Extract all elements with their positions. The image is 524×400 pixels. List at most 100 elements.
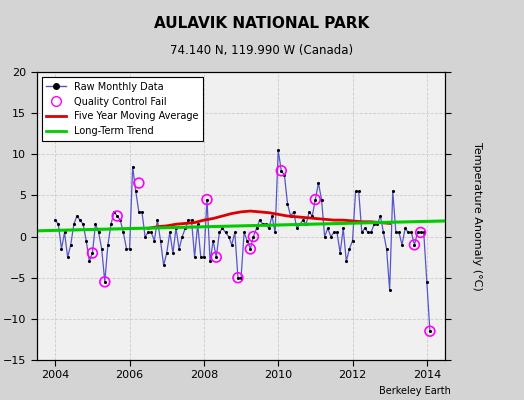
Point: [255, 217, 264, 223]
Point: [141, 233, 149, 240]
Point: [107, 221, 115, 228]
Point: [261, 221, 270, 228]
Point: [417, 229, 425, 236]
Point: [311, 196, 320, 203]
Point: [410, 242, 419, 248]
Point: [88, 250, 96, 256]
Point: [125, 246, 134, 252]
Point: [361, 225, 369, 232]
Point: [212, 254, 221, 260]
Point: [258, 221, 267, 228]
Point: [386, 287, 394, 293]
Point: [132, 188, 140, 194]
Point: [196, 254, 205, 260]
Point: [190, 254, 199, 260]
Point: [253, 225, 261, 232]
Point: [169, 250, 177, 256]
Point: [91, 221, 100, 228]
Point: [113, 213, 122, 219]
Point: [73, 213, 81, 219]
Point: [336, 250, 344, 256]
Point: [206, 258, 214, 264]
Point: [128, 164, 137, 170]
Point: [283, 200, 292, 207]
Point: [287, 213, 295, 219]
Point: [122, 246, 130, 252]
Point: [63, 254, 72, 260]
Point: [249, 233, 258, 240]
Point: [231, 229, 239, 236]
Point: [153, 217, 161, 223]
Point: [54, 221, 62, 228]
Point: [333, 229, 341, 236]
Point: [51, 217, 59, 223]
Point: [323, 225, 332, 232]
Point: [339, 225, 347, 232]
Point: [156, 238, 165, 244]
Point: [212, 254, 221, 260]
Point: [101, 279, 109, 285]
Point: [330, 229, 338, 236]
Point: [314, 180, 323, 186]
Point: [215, 229, 224, 236]
Point: [116, 217, 125, 223]
Point: [395, 229, 403, 236]
Point: [70, 221, 78, 228]
Point: [162, 250, 171, 256]
Point: [274, 147, 282, 153]
Text: Berkeley Earth: Berkeley Earth: [379, 386, 451, 396]
Point: [383, 246, 391, 252]
Point: [345, 246, 354, 252]
Point: [308, 213, 316, 219]
Point: [135, 180, 143, 186]
Point: [348, 238, 357, 244]
Point: [67, 242, 75, 248]
Point: [135, 209, 143, 215]
Point: [318, 196, 326, 203]
Point: [357, 229, 366, 236]
Point: [391, 229, 400, 236]
Point: [221, 229, 230, 236]
Point: [299, 217, 307, 223]
Point: [82, 238, 91, 244]
Point: [60, 229, 69, 236]
Point: [240, 229, 248, 236]
Point: [352, 188, 360, 194]
Point: [342, 258, 351, 264]
Point: [227, 242, 236, 248]
Point: [311, 196, 320, 203]
Point: [110, 209, 118, 215]
Point: [367, 229, 375, 236]
Point: [404, 229, 412, 236]
Point: [234, 274, 242, 281]
Point: [203, 196, 211, 203]
Point: [147, 229, 156, 236]
Point: [277, 168, 286, 174]
Point: [79, 221, 88, 228]
Point: [305, 209, 313, 215]
Point: [203, 196, 211, 203]
Point: [401, 225, 409, 232]
Point: [379, 229, 388, 236]
Point: [85, 258, 93, 264]
Point: [370, 221, 378, 228]
Point: [280, 172, 289, 178]
Text: 74.140 N, 119.990 W (Canada): 74.140 N, 119.990 W (Canada): [170, 44, 354, 57]
Point: [178, 233, 187, 240]
Point: [172, 225, 180, 232]
Point: [57, 246, 66, 252]
Point: [246, 246, 255, 252]
Point: [243, 238, 252, 244]
Point: [88, 250, 96, 256]
Point: [159, 262, 168, 268]
Point: [219, 225, 227, 232]
Point: [184, 217, 193, 223]
Point: [289, 209, 298, 215]
Point: [101, 279, 109, 285]
Point: [355, 188, 363, 194]
Point: [175, 246, 183, 252]
Point: [292, 225, 301, 232]
Point: [187, 217, 195, 223]
Point: [138, 209, 146, 215]
Point: [277, 168, 286, 174]
